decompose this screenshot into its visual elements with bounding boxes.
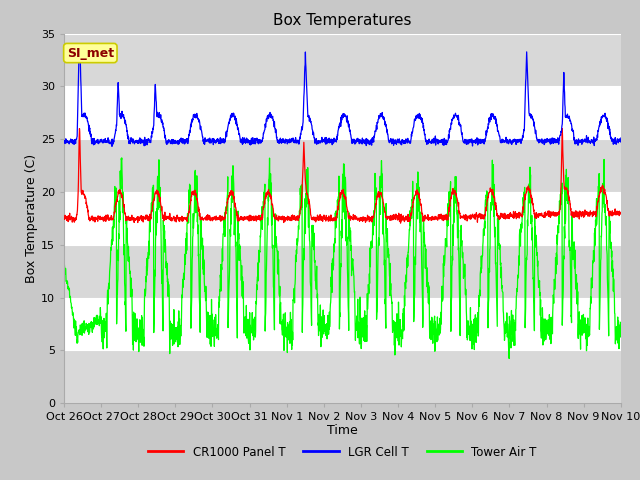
Bar [64, 350, 621, 403]
Bar [64, 245, 621, 298]
Bar [64, 139, 621, 192]
Title: Box Temperatures: Box Temperatures [273, 13, 412, 28]
Legend: CR1000 Panel T, LGR Cell T, Tower Air T: CR1000 Panel T, LGR Cell T, Tower Air T [143, 442, 541, 464]
Y-axis label: Box Temperature (C): Box Temperature (C) [25, 154, 38, 283]
Bar [64, 34, 621, 86]
X-axis label: Time: Time [327, 424, 358, 437]
Text: SI_met: SI_met [67, 47, 114, 60]
Bar [64, 298, 621, 350]
Bar [64, 192, 621, 245]
Bar [64, 86, 621, 139]
